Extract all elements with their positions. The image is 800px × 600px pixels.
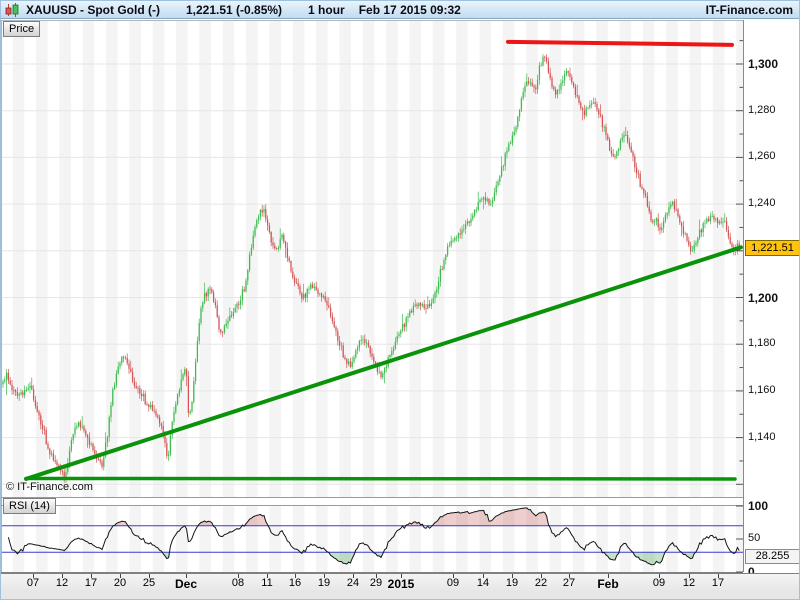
date-axis-label: 19 <box>505 577 519 589</box>
date-axis-label: 19 <box>317 577 331 589</box>
date-axis-label: 17 <box>711 577 725 589</box>
rsi-axis-label: 0 <box>748 565 755 579</box>
last-quote: 1,221.51 (-0.85%) <box>185 2 283 17</box>
title-bar: XAUUSD - Spot Gold (-) 1,221.51 (-0.85%)… <box>1 1 799 19</box>
date-tick <box>295 574 296 578</box>
date-tick <box>324 574 325 578</box>
rsi-value-badge: 28.255 <box>745 549 799 564</box>
brand-label: IT-Finance.com <box>705 2 793 17</box>
date-axis-label: 24 <box>346 577 360 589</box>
date-tick <box>91 574 92 578</box>
price-axis-label: 1,140 <box>748 430 776 443</box>
date-tick <box>569 574 570 578</box>
date-axis-label: 27 <box>562 577 576 589</box>
date-axis-label: 14 <box>476 577 490 589</box>
date-tick <box>120 574 121 578</box>
date-tick <box>186 574 187 578</box>
rsi-axis-label: 50 <box>748 532 761 544</box>
date-tick <box>376 574 377 578</box>
date-axis-label: 07 <box>26 577 40 589</box>
date-tick <box>689 574 690 578</box>
date-tick <box>149 574 150 578</box>
date-axis-label: Feb <box>597 577 619 591</box>
date-tick <box>267 574 268 578</box>
datetime-label: Feb 17 2015 09:32 <box>358 2 461 17</box>
date-tick <box>659 574 660 578</box>
date-tick <box>512 574 513 578</box>
date-axis-label: 08 <box>231 577 245 589</box>
date-axis-label: 29 <box>369 577 383 589</box>
price-axis-label: 1,240 <box>748 197 776 210</box>
date-tick <box>483 574 484 578</box>
date-axis-label: 17 <box>84 577 98 589</box>
date-axis-label: 12 <box>682 577 696 589</box>
date-tick <box>353 574 354 578</box>
date-tick <box>453 574 454 578</box>
date-tick <box>608 574 609 578</box>
date-tick <box>718 574 719 578</box>
date-tick <box>541 574 542 578</box>
date-axis-label: 22 <box>534 577 548 589</box>
date-axis-label: 16 <box>288 577 302 589</box>
date-axis-label: 09 <box>446 577 460 589</box>
timeframe-label: 1 hour <box>308 2 345 17</box>
price-axis-label: 1,260 <box>748 150 776 163</box>
date-axis-label: Dec <box>174 577 198 591</box>
date-axis-label: 2015 <box>387 577 415 591</box>
date-axis-label: 12 <box>55 577 69 589</box>
symbol-title: XAUUSD - Spot Gold (-) <box>26 2 160 17</box>
candlestick-icon <box>5 2 20 17</box>
price-axis-label: 1,160 <box>748 383 776 396</box>
date-tick <box>238 574 239 578</box>
date-axis-label: 20 <box>113 577 127 589</box>
date-axis: 07 12 17 20 25 Dec 08 11 16 19 24 29 2015 09 14 19 22 27 F… <box>1 573 799 591</box>
price-axis-label: 1,200 <box>748 290 779 305</box>
date-axis-label: 25 <box>142 577 156 589</box>
current-price-badge: 1,221.51 <box>745 240 799 256</box>
copyright-label: © IT-Finance.com <box>6 481 93 493</box>
price-axis-label: 1,180 <box>748 337 776 350</box>
date-tick <box>33 574 34 578</box>
tab-price[interactable]: Price <box>3 21 41 37</box>
bottom-filler <box>1 591 799 599</box>
date-tick <box>401 574 402 578</box>
rsi-axis-label: 100 <box>748 499 769 513</box>
date-axis-label: 11 <box>261 577 273 589</box>
price-axis-label: 1,280 <box>748 103 776 116</box>
tab-rsi[interactable]: RSI (14) <box>3 498 56 514</box>
date-axis-label: 09 <box>652 577 666 589</box>
date-tick <box>62 574 63 578</box>
price-axis-label: 1,300 <box>748 57 779 71</box>
